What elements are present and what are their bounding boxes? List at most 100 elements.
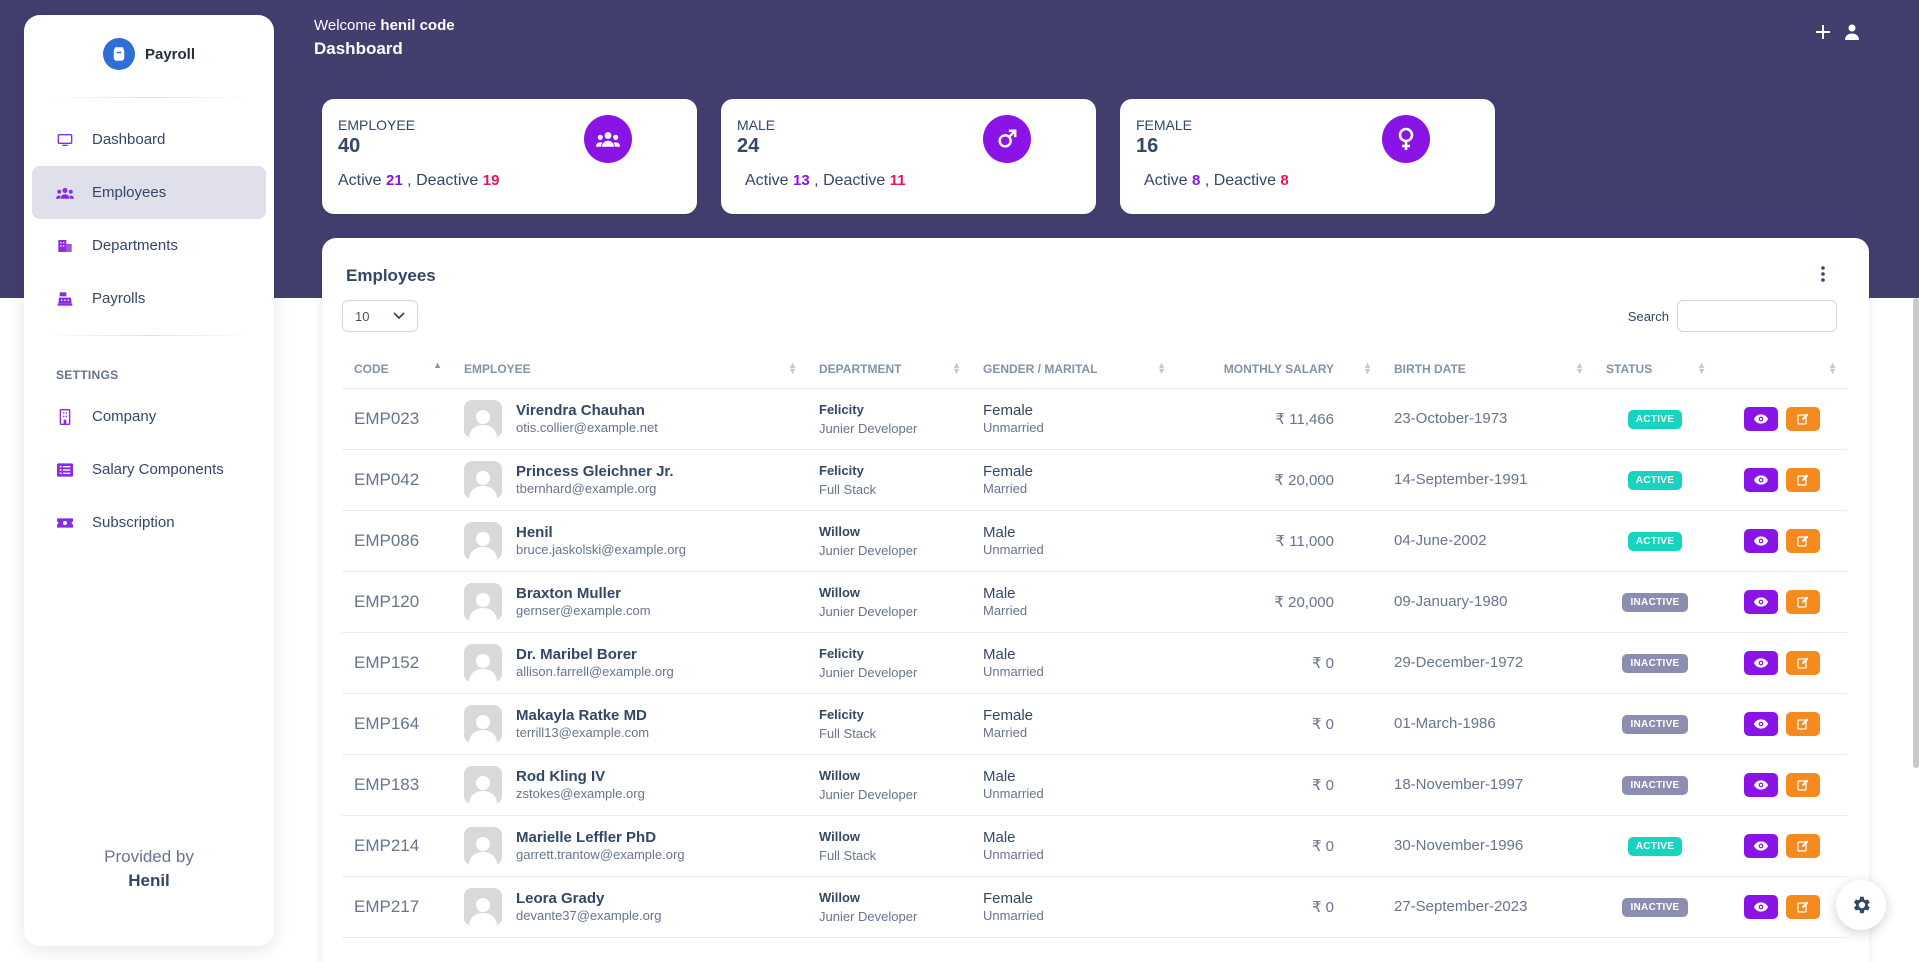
employee-info: Rod Kling IV zstokes@example.org [464,765,795,804]
ticket-icon [56,516,74,530]
eye-icon [1753,779,1768,790]
add-button[interactable] [1815,24,1831,40]
building-icon [56,238,74,254]
gender-marital-cell: Female Unmarried [971,388,1176,450]
column-code[interactable]: CODE ▲ [342,350,452,389]
search-input[interactable] [1677,300,1837,332]
edit-button[interactable] [1785,894,1820,919]
gear-icon [1854,896,1870,914]
status-cell: INACTIVE [1594,571,1716,633]
gender: Female [983,463,1034,480]
column-label: EMPLOYEE [464,361,531,376]
page-size-select[interactable]: 10 [342,300,418,332]
edit-button[interactable] [1785,528,1820,553]
sidebar-item-salary-components[interactable]: Salary Components [32,443,266,496]
view-button[interactable] [1743,711,1778,736]
row-actions [1728,833,1835,858]
profile-button[interactable] [1845,24,1859,40]
column-birth-date[interactable]: BIRTH DATE ▲ ▼ [1382,350,1594,389]
row-actions [1728,711,1835,736]
edit-button[interactable] [1785,467,1820,492]
eye-icon [1753,901,1768,912]
edit-button[interactable] [1785,589,1820,614]
edit-button[interactable] [1785,406,1820,431]
sidebar-item-company[interactable]: Company [32,390,266,443]
table-row: EMP086 Henil bruce.jaskolski@example.org… [342,510,1847,572]
view-button[interactable] [1743,528,1778,553]
active-count: 13 [793,172,810,189]
deactive-count: 11 [889,172,906,189]
gender: Male [983,524,1016,541]
column-actions[interactable]: ▲ ▼ [1716,350,1847,389]
page-scrollbar[interactable] [1913,298,1919,768]
birth-date: 01-March-1986 [1394,714,1496,732]
birth-date: 09-January-1980 [1394,592,1508,610]
employee-name[interactable]: Rod Kling IV [516,768,606,785]
avatar [464,826,502,865]
more-options-button[interactable] [1821,266,1825,287]
edit-icon [1796,413,1808,425]
view-button[interactable] [1743,467,1778,492]
avatar [464,521,502,560]
stat-card-male: MALE 24 Active 13 , Deactive 11 [721,99,1096,214]
view-button[interactable] [1743,589,1778,614]
sort-icon: ▲ ▼ [1157,360,1166,376]
employee-info: Leora Grady devante37@example.org [464,887,795,926]
view-button[interactable] [1743,406,1778,431]
settings-heading: SETTINGS [56,368,119,382]
sidebar-item-payrolls[interactable]: Payrolls [32,272,266,325]
table-row: EMP214 Marielle Leffler PhD garrett.tran… [342,815,1847,877]
column-employee[interactable]: EMPLOYEE ▲ ▼ [452,350,807,389]
employee-name[interactable]: Virendra Chauhan [516,402,645,419]
deactive-label: , Deactive [814,172,886,189]
employee-name[interactable]: Braxton Muller [516,585,622,602]
birth-date-cell: 01-March-1986 [1382,693,1594,755]
sidebar-item-label: Departments [92,237,178,254]
view-button[interactable] [1743,894,1778,919]
employee-name[interactable]: Leora Grady [516,890,605,907]
department-role: Junier Developer [819,542,918,558]
view-button[interactable] [1743,650,1778,675]
settings-fab[interactable] [1836,880,1886,930]
status-badge: INACTIVE [1622,714,1688,734]
code-cell: EMP214 [342,815,452,877]
edit-button[interactable] [1785,650,1820,675]
birth-date-cell: 23-October-1973 [1382,388,1594,450]
department-role: Junier Developer [819,786,918,802]
sidebar-item-employees[interactable]: Employees [32,166,266,219]
deactive-count: 19 [482,172,500,189]
column-department[interactable]: DEPARTMENT ▲ ▼ [807,350,971,389]
column-status[interactable]: STATUS ▲ ▼ [1594,350,1716,389]
sidebar-item-dashboard[interactable]: Dashboard [32,113,266,166]
edit-button[interactable] [1785,772,1820,797]
avatar [464,582,502,621]
edit-icon [1796,779,1808,791]
employee-name[interactable]: Princess Gleichner Jr. [516,463,674,480]
column-monthly-salary[interactable]: MONTHLY SALARY ▲ ▼ [1176,350,1382,389]
view-button[interactable] [1743,833,1778,858]
employee-email: bruce.jaskolski@example.org [516,542,686,557]
code-cell: EMP042 [342,449,452,511]
employee-name[interactable]: Makayla Ratke MD [516,707,647,724]
stat-value: 24 [737,135,760,157]
employee-cell: Princess Gleichner Jr. tbernhard@example… [452,449,807,511]
gender: Female [983,707,1034,724]
employee-name[interactable]: Marielle Leffler PhD [516,829,657,846]
employee-name[interactable]: Henil [516,524,553,541]
edit-button[interactable] [1785,833,1820,858]
sidebar-item-subscription[interactable]: Subscription [32,496,266,549]
employee-code: EMP023 [354,408,420,428]
brand[interactable]: Payroll [24,15,274,93]
sidebar-item-departments[interactable]: Departments [32,219,266,272]
column-gender-marital[interactable]: GENDER / MARITAL ▲ ▼ [971,350,1176,389]
actions-cell [1716,754,1847,816]
view-button[interactable] [1743,772,1778,797]
monthly-salary: ₹ 0 [1311,837,1334,855]
sort-icon: ▲ ▼ [1697,360,1706,376]
status-cell: INACTIVE [1594,693,1716,755]
employee-cell: Dr. Maribel Borer allison.farrell@exampl… [452,632,807,694]
gender-marital-cell: Male Unmarried [971,510,1176,572]
deactive-label: , Deactive [1204,172,1276,189]
employee-name[interactable]: Dr. Maribel Borer [516,646,637,663]
edit-button[interactable] [1785,711,1820,736]
